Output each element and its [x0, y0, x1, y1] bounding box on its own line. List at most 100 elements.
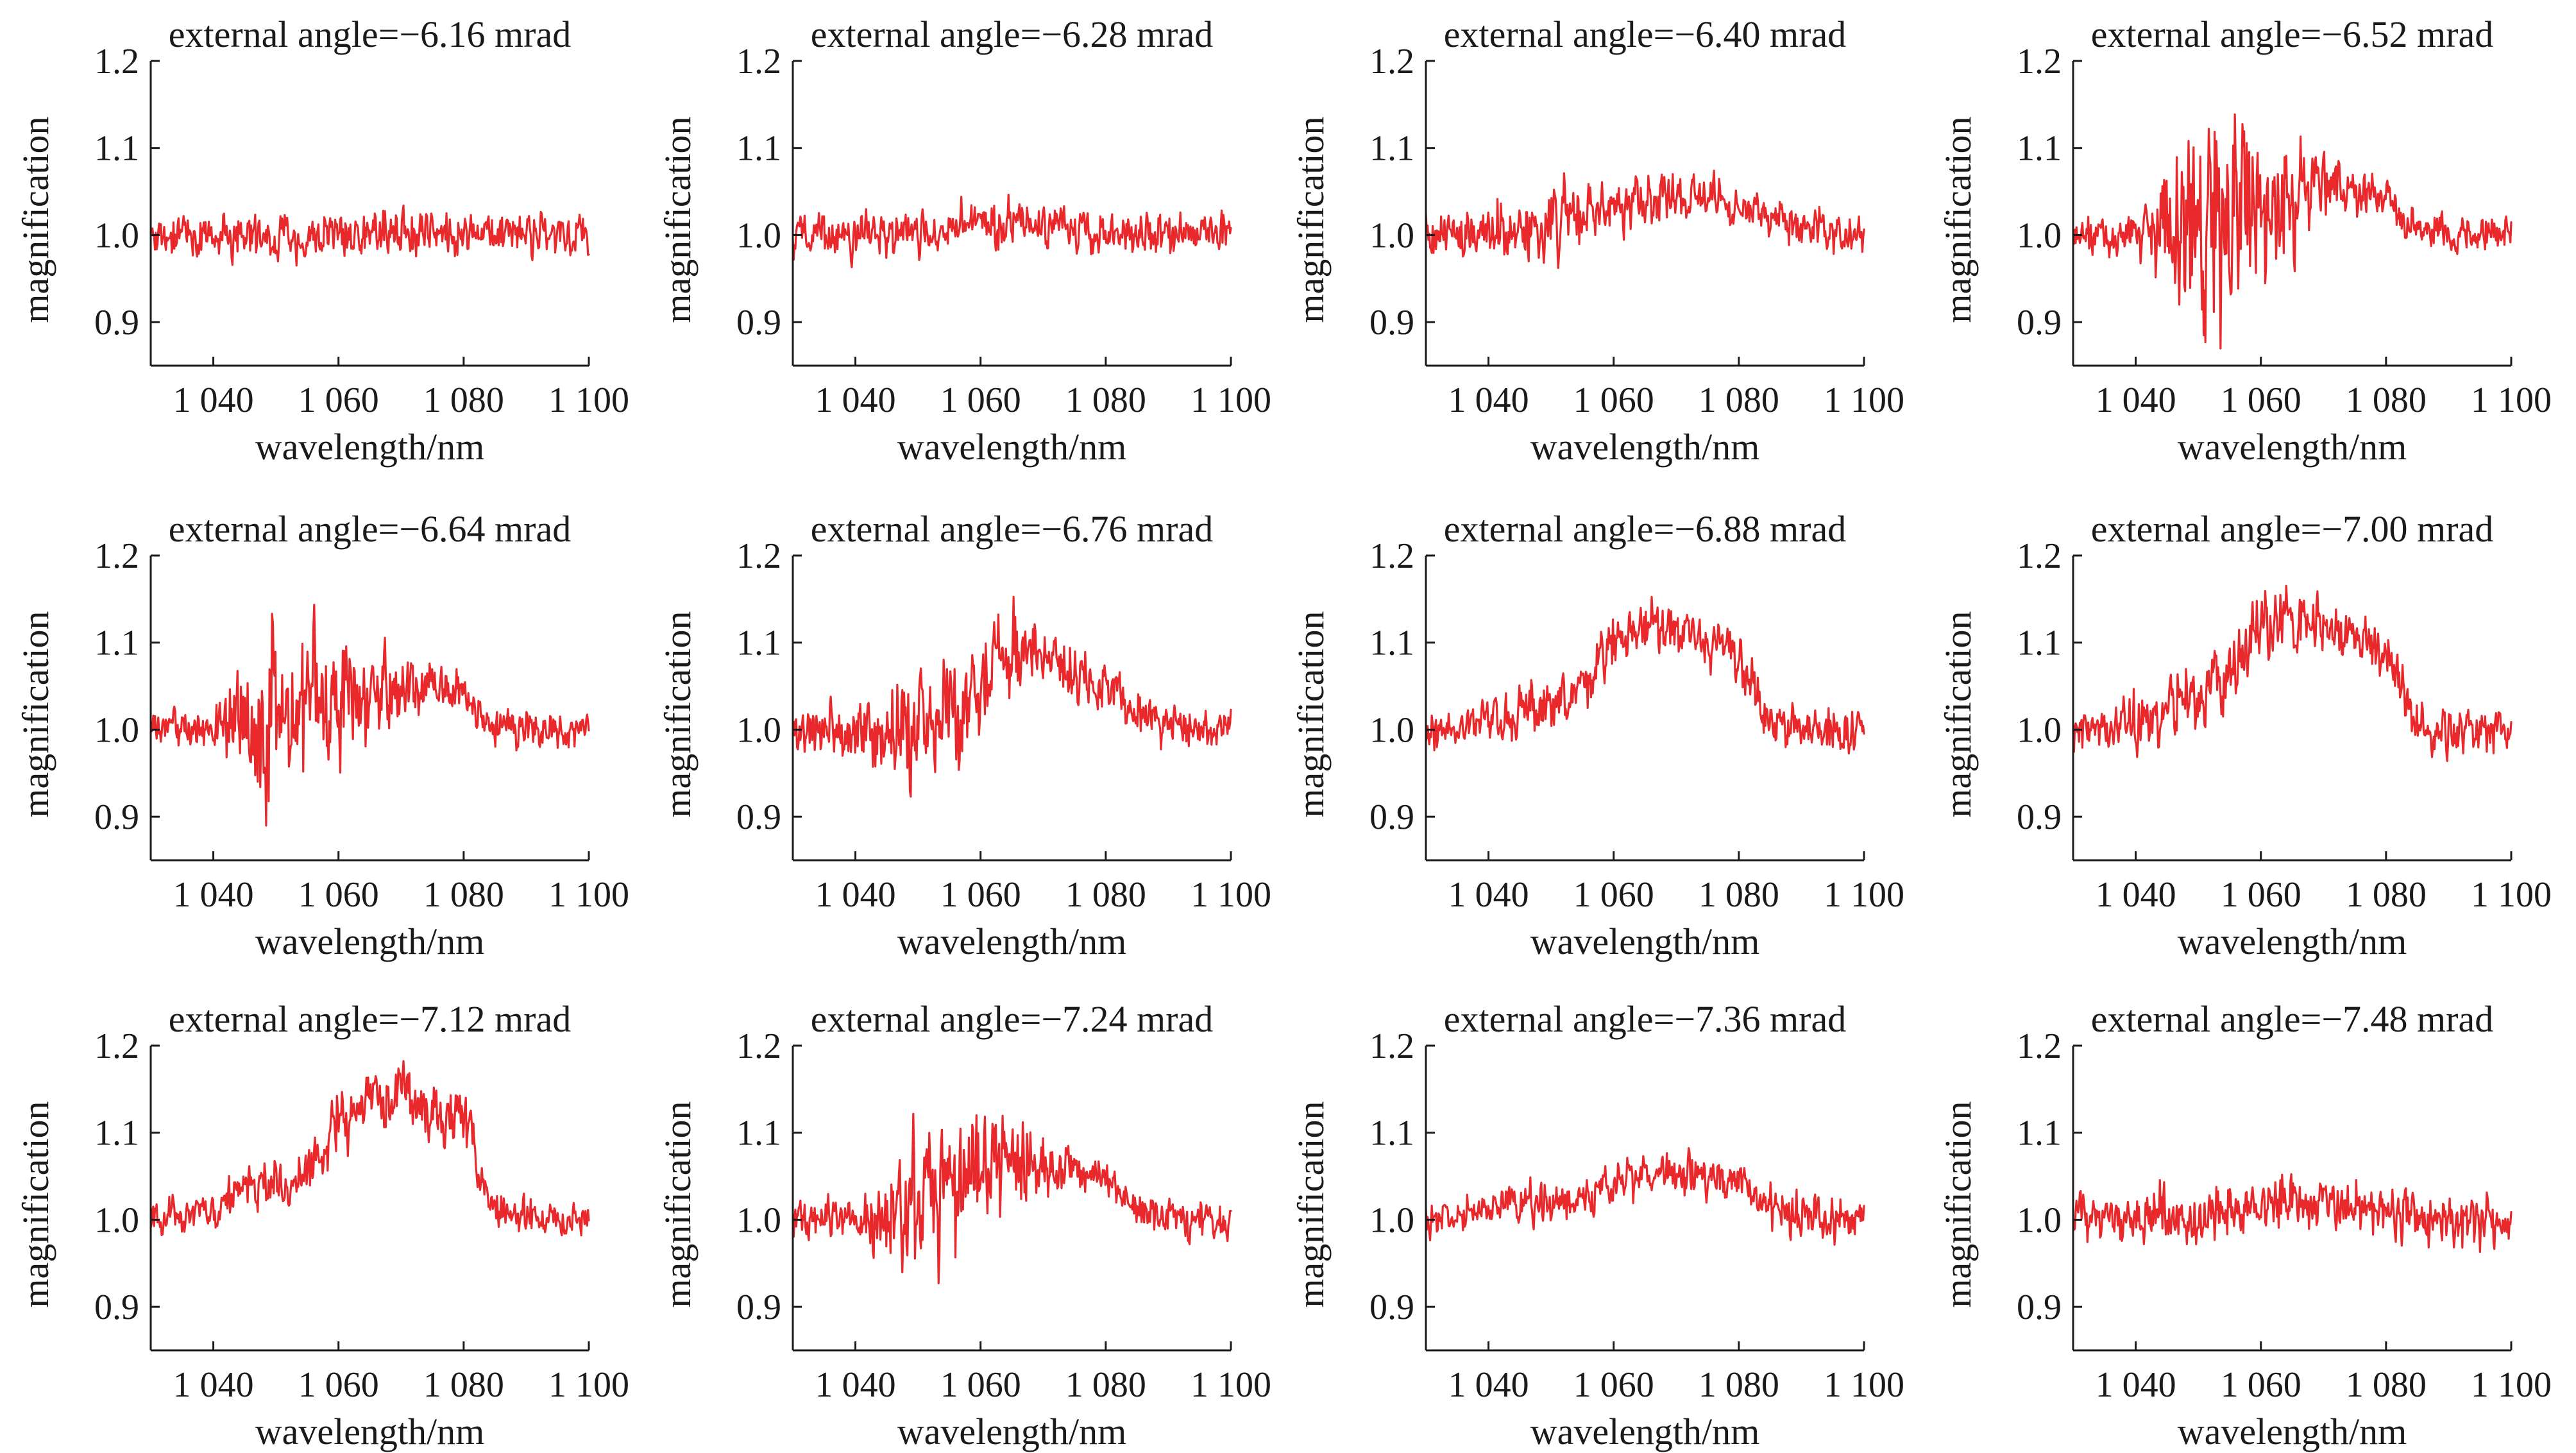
- y-axis-label: magnification: [15, 116, 56, 323]
- y-axis-label: magnification: [657, 611, 699, 817]
- x-tick-label: 1 100: [1191, 380, 1271, 420]
- x-axis-label: wavelength/nm: [1530, 921, 1760, 962]
- subplot-1: external angle=−6.16 mrad 0.9 1.0 1.1 1.2 1 0…: [15, 13, 629, 468]
- y-tick-label: 1.2: [94, 1026, 139, 1066]
- series-line: [792, 1112, 1232, 1285]
- x-tick-label: 1 060: [1573, 380, 1654, 420]
- subplot-title: external angle=−6.52 mrad: [2091, 13, 2493, 55]
- subplot-title: external angle=−6.40 mrad: [1444, 13, 1846, 55]
- y-tick-label: 1.1: [1369, 1114, 1414, 1153]
- y-tick-label: 1.0: [736, 1200, 781, 1240]
- x-axis-label: wavelength/nm: [897, 921, 1127, 962]
- subplot-11: external angle=−7.36 mrad 0.9 1.0 1.1 1.2 1 0…: [1290, 998, 1904, 1452]
- x-tick-label: 1 040: [2096, 875, 2176, 915]
- x-tick-label: 1 060: [2221, 1365, 2301, 1405]
- y-tick-label: 0.9: [94, 1287, 139, 1327]
- y-tick-label: 1.1: [1369, 624, 1414, 663]
- x-tick-label: 1 100: [1824, 1365, 1904, 1405]
- y-tick-label: 1.1: [736, 1114, 781, 1153]
- y-axis-label: magnification: [1937, 611, 1979, 817]
- series-line: [1425, 169, 1865, 269]
- subplot-10: external angle=−7.24 mrad 0.9 1.0 1.1 1.2 1 0…: [657, 998, 1271, 1452]
- y-tick-label: 1.2: [1369, 536, 1414, 576]
- x-tick-label: 1 040: [815, 1365, 896, 1405]
- subplot-12: external angle=−7.48 mrad 0.9 1.0 1.1 1.2 1 0…: [1937, 998, 2552, 1452]
- x-tick-label: 1 080: [2346, 1365, 2427, 1405]
- subplot-2: external angle=−6.28 mrad 0.9 1.0 1.1 1.2 1 0…: [657, 13, 1271, 468]
- x-tick-label: 1 060: [940, 380, 1021, 420]
- x-tick-label: 1 060: [298, 380, 379, 420]
- x-tick-label: 1 100: [1191, 875, 1271, 915]
- x-tick-label: 1 100: [548, 875, 629, 915]
- y-axis-label: magnification: [1937, 1101, 1979, 1307]
- y-tick-label: 1.0: [1369, 216, 1414, 255]
- x-tick-label: 1 060: [2221, 380, 2301, 420]
- subplot-9: external angle=−7.12 mrad 0.9 1.0 1.1 1.2 1 0…: [15, 998, 629, 1452]
- y-tick-label: 1.0: [2017, 216, 2062, 255]
- series-line: [1425, 595, 1865, 755]
- y-axis-label: magnification: [1290, 116, 1332, 323]
- x-tick-label: 1 100: [1191, 1365, 1271, 1405]
- y-tick-label: 1.2: [736, 1026, 781, 1066]
- y-tick-label: 1.2: [94, 536, 139, 576]
- y-tick-label: 0.9: [1369, 303, 1414, 343]
- x-axis-label: wavelength/nm: [255, 1411, 485, 1452]
- x-tick-label: 1 080: [1699, 875, 1779, 915]
- x-tick-label: 1 040: [1448, 380, 1529, 420]
- y-tick-label: 1.0: [2017, 710, 2062, 750]
- x-tick-label: 1 100: [1824, 875, 1904, 915]
- y-tick-label: 1.2: [2017, 1026, 2062, 1066]
- y-axis-label: magnification: [1937, 116, 1979, 323]
- x-axis-label: wavelength/nm: [255, 921, 485, 962]
- x-axis-label: wavelength/nm: [2178, 921, 2407, 962]
- y-tick-label: 1.0: [94, 1200, 139, 1240]
- x-tick-label: 1 080: [1065, 1365, 1146, 1405]
- x-axis-label: wavelength/nm: [897, 426, 1127, 468]
- x-tick-label: 1 100: [548, 380, 629, 420]
- x-tick-label: 1 060: [1573, 875, 1654, 915]
- series-line: [2072, 113, 2512, 350]
- y-tick-label: 0.9: [94, 303, 139, 343]
- x-tick-label: 1 040: [1448, 1365, 1529, 1405]
- x-tick-label: 1 060: [940, 875, 1021, 915]
- y-tick-label: 1.2: [736, 536, 781, 576]
- subplot-5: external angle=−6.64 mrad 0.9 1.0 1.1 1.2 1 0…: [15, 508, 629, 962]
- y-tick-label: 0.9: [1369, 797, 1414, 837]
- subplot-title: external angle=−6.64 mrad: [169, 508, 571, 550]
- y-tick-label: 1.0: [1369, 1200, 1414, 1240]
- x-axis-label: wavelength/nm: [2178, 1411, 2407, 1452]
- y-tick-label: 1.1: [736, 624, 781, 663]
- x-tick-label: 1 040: [2096, 380, 2176, 420]
- subplot-6: external angle=−6.76 mrad 0.9 1.0 1.1 1.2 1 0…: [657, 508, 1271, 962]
- x-tick-label: 1 060: [2221, 875, 2301, 915]
- y-tick-label: 0.9: [1369, 1287, 1414, 1327]
- x-tick-label: 1 100: [548, 1365, 629, 1405]
- y-axis-label: magnification: [15, 1101, 56, 1307]
- x-axis-label: wavelength/nm: [2178, 426, 2407, 468]
- subplot-title: external angle=−7.36 mrad: [1444, 998, 1846, 1040]
- y-tick-label: 1.1: [2017, 129, 2062, 169]
- y-tick-label: 1.0: [736, 710, 781, 750]
- y-tick-label: 1.1: [94, 1114, 139, 1153]
- subplot-title: external angle=−6.16 mrad: [169, 13, 571, 55]
- y-tick-label: 0.9: [736, 797, 781, 837]
- series-line: [149, 604, 590, 827]
- y-tick-label: 1.0: [736, 216, 781, 255]
- subplot-title: external angle=−7.00 mrad: [2091, 508, 2493, 550]
- series-line: [792, 595, 1232, 798]
- y-tick-label: 0.9: [94, 797, 139, 837]
- series-line: [2072, 584, 2512, 762]
- y-tick-label: 1.2: [736, 42, 781, 81]
- x-axis-label: wavelength/nm: [897, 1411, 1127, 1452]
- y-tick-label: 1.2: [94, 42, 139, 81]
- x-tick-label: 1 060: [1573, 1365, 1654, 1405]
- subplot-8: external angle=−7.00 mrad 0.9 1.0 1.1 1.2 1 0…: [1937, 508, 2552, 962]
- y-tick-label: 1.2: [2017, 536, 2062, 576]
- subplot-7: external angle=−6.88 mrad 0.9 1.0 1.1 1.2 1 0…: [1290, 508, 1904, 962]
- x-tick-label: 1 080: [423, 380, 504, 420]
- series-line: [149, 1060, 590, 1237]
- y-tick-label: 0.9: [736, 1287, 781, 1327]
- y-tick-label: 1.1: [2017, 624, 2062, 663]
- x-tick-label: 1 080: [423, 875, 504, 915]
